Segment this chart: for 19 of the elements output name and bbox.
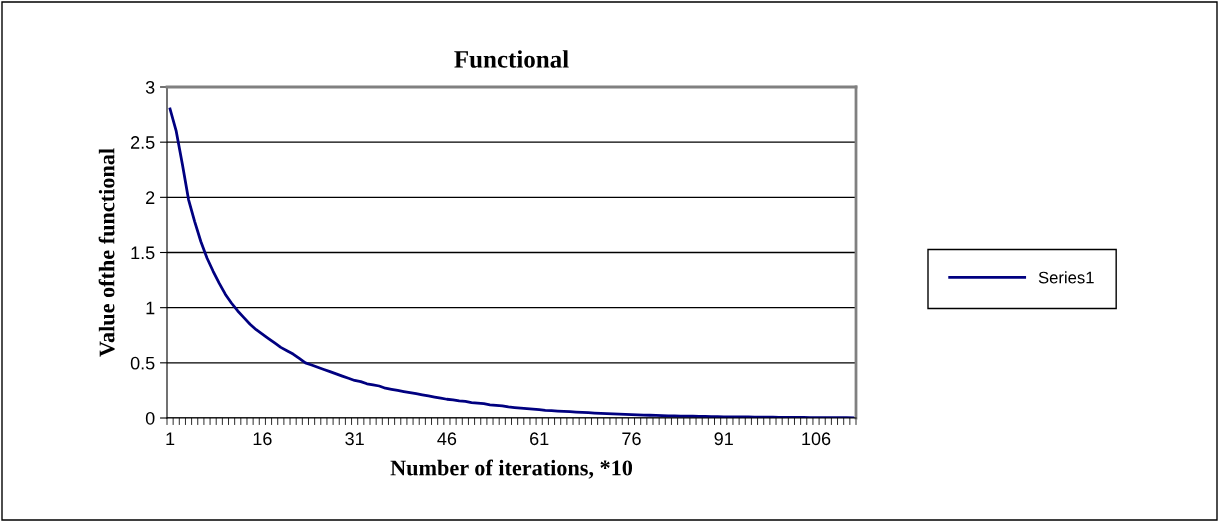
y-tick-label: 1 [146,301,155,315]
y-axis-title: Value ofthe functional [98,148,115,357]
x-axis-title: Number of iterations, *10 [390,459,633,479]
y-tick-label: 1.5 [131,246,155,260]
x-tick-label: 46 [437,432,457,446]
legend-label: Series1 [1038,271,1094,284]
y-tick-label: 2.5 [131,136,155,149]
y-tick-label: 0 [145,411,155,425]
y-tick-label: 3 [145,80,155,94]
x-tick-label: 91 [714,432,733,446]
y-tick-label: 0.5 [130,356,155,370]
x-tick-label: 16 [253,432,272,446]
y-tick-label: 2 [146,191,155,204]
chart-title: Functional [454,50,569,68]
x-tick-label: 76 [622,432,641,446]
x-tick-label: 31 [345,432,364,446]
x-tick-label: 106 [802,432,831,446]
x-tick-label: 61 [530,432,549,446]
x-tick-label: 1 [166,432,175,445]
